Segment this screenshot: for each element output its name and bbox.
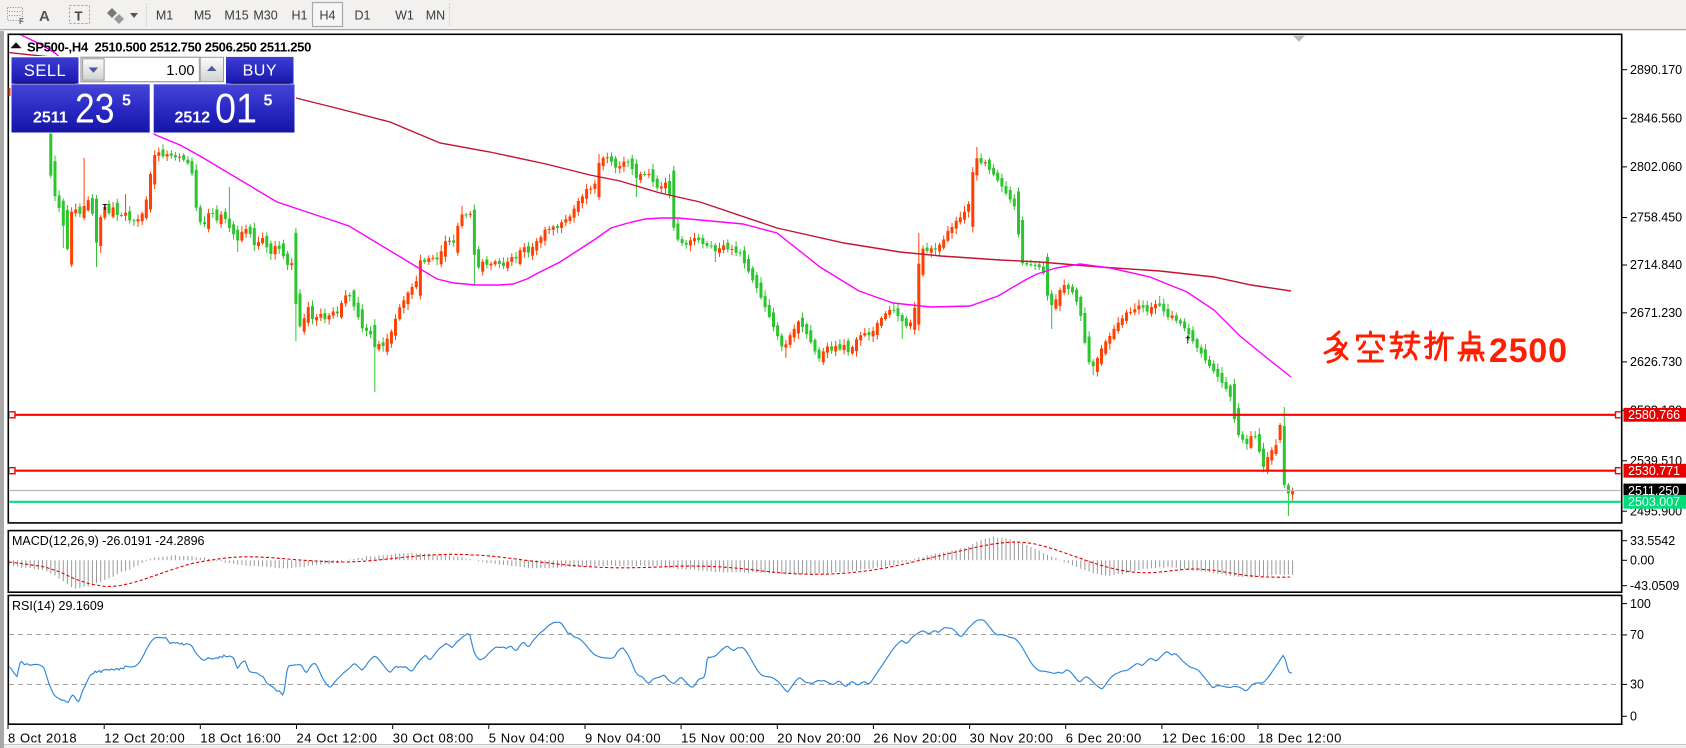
svg-text:12 Dec 16:00: 12 Dec 16:00 <box>1162 730 1246 745</box>
svg-text:2580.766: 2580.766 <box>1628 408 1680 422</box>
svg-text:M5: M5 <box>194 9 211 23</box>
svg-text:01: 01 <box>215 85 257 132</box>
svg-text:6 Dec 20:00: 6 Dec 20:00 <box>1066 730 1142 745</box>
svg-text:H1: H1 <box>292 9 308 23</box>
svg-text:MACD(12,26,9) -26.0191 -24.289: MACD(12,26,9) -26.0191 -24.2896 <box>12 534 205 548</box>
svg-text:0: 0 <box>1630 710 1637 724</box>
svg-text:BUY: BUY <box>243 63 277 80</box>
svg-text:2671.230: 2671.230 <box>1630 306 1682 320</box>
svg-text:2758.450: 2758.450 <box>1630 211 1682 225</box>
svg-text:-43.0509: -43.0509 <box>1630 579 1679 593</box>
svg-text:M1: M1 <box>156 9 173 23</box>
svg-text:2802.060: 2802.060 <box>1630 160 1682 174</box>
svg-text:12 Oct 20:00: 12 Oct 20:00 <box>104 730 185 745</box>
svg-text:70: 70 <box>1630 628 1644 642</box>
svg-text:2511: 2511 <box>33 110 68 127</box>
svg-text:T: T <box>75 9 83 24</box>
svg-text:30 Oct 08:00: 30 Oct 08:00 <box>393 730 474 745</box>
svg-text:2512: 2512 <box>175 110 211 127</box>
svg-text:2714.840: 2714.840 <box>1630 258 1682 272</box>
svg-text:24 Oct 12:00: 24 Oct 12:00 <box>297 730 378 745</box>
svg-text:F: F <box>19 17 24 26</box>
svg-text:5: 5 <box>122 93 131 110</box>
svg-text:T: T <box>103 203 108 212</box>
svg-text:A: A <box>39 8 50 25</box>
svg-text:2846.560: 2846.560 <box>1630 112 1682 126</box>
svg-text:RSI(14) 29.1609: RSI(14) 29.1609 <box>12 599 104 613</box>
svg-text:MN: MN <box>426 9 445 23</box>
svg-text:SELL: SELL <box>24 62 66 80</box>
svg-text:W1: W1 <box>395 9 414 23</box>
svg-text:15 Nov 00:00: 15 Nov 00:00 <box>681 730 765 745</box>
svg-text:30: 30 <box>1630 678 1644 692</box>
svg-text:2511.250: 2511.250 <box>1628 484 1679 498</box>
svg-text:M30: M30 <box>253 9 277 23</box>
svg-text:2626.730: 2626.730 <box>1630 355 1682 369</box>
svg-text:M15: M15 <box>224 9 248 23</box>
svg-text:18 Dec 12:00: 18 Dec 12:00 <box>1258 730 1342 745</box>
svg-text:23: 23 <box>75 85 115 132</box>
svg-text:SP500-,H4 2510.500 2512.750 2: SP500-,H4 2510.500 2512.750 2506.250 251… <box>27 40 311 55</box>
svg-text:100: 100 <box>1630 597 1651 611</box>
svg-text:0.00: 0.00 <box>1630 554 1654 568</box>
svg-text:9 Nov 04:00: 9 Nov 04:00 <box>585 730 661 745</box>
svg-text:1.00: 1.00 <box>166 63 194 79</box>
svg-text:8 Oct 2018: 8 Oct 2018 <box>8 730 77 745</box>
svg-text:30 Nov 20:00: 30 Nov 20:00 <box>970 730 1054 745</box>
svg-text:18 Oct 16:00: 18 Oct 16:00 <box>200 730 281 745</box>
svg-text:5 Nov 04:00: 5 Nov 04:00 <box>489 730 565 745</box>
svg-text:5: 5 <box>264 93 273 110</box>
svg-text:20 Nov 20:00: 20 Nov 20:00 <box>777 730 861 745</box>
svg-text:†: † <box>1185 335 1191 346</box>
svg-text:2503.007: 2503.007 <box>1628 495 1680 509</box>
svg-text:33.5542: 33.5542 <box>1630 534 1675 548</box>
svg-text:26 Nov 20:00: 26 Nov 20:00 <box>873 730 957 745</box>
svg-text:2500: 2500 <box>1489 332 1568 370</box>
svg-text:H4: H4 <box>320 9 336 23</box>
svg-text:D1: D1 <box>355 9 371 23</box>
svg-text:2890.170: 2890.170 <box>1630 63 1682 77</box>
svg-text:2530.771: 2530.771 <box>1628 464 1680 478</box>
